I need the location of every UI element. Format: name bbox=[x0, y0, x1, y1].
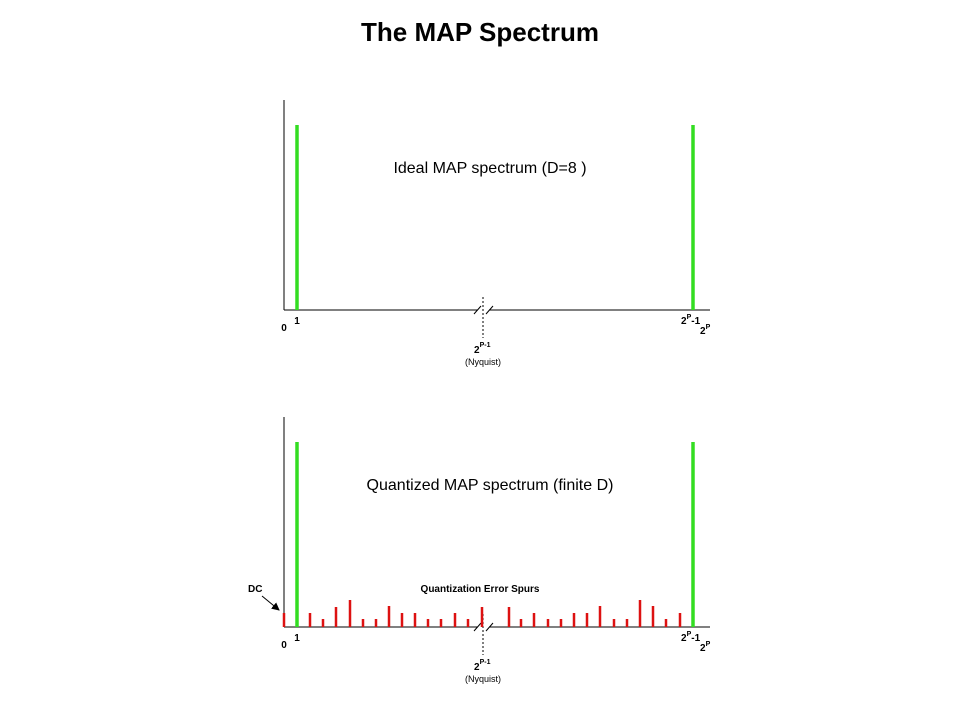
tick-base: 2 bbox=[700, 643, 706, 654]
tick-exp: P bbox=[706, 324, 711, 331]
tick-note: (Nyquist) bbox=[465, 357, 501, 367]
tick-tail: -1 bbox=[691, 633, 700, 644]
dc-label: DC bbox=[248, 584, 262, 595]
tick-label: 2P-1 bbox=[681, 631, 701, 644]
tick-label: 1 bbox=[294, 633, 300, 644]
caption: Quantized MAP spectrum (finite D) bbox=[367, 477, 614, 494]
axis-break bbox=[473, 622, 494, 632]
tick-label: 2P-1 bbox=[474, 342, 491, 356]
tick-exp: P-1 bbox=[480, 659, 491, 666]
tick-base: 2 bbox=[700, 326, 706, 337]
tick-base: 2 bbox=[474, 662, 480, 673]
tick-note: (Nyquist) bbox=[465, 674, 501, 684]
tick-base: 2 bbox=[681, 316, 687, 327]
tick-exp: P bbox=[687, 631, 692, 638]
spur-label: Quantization Error Spurs bbox=[421, 584, 540, 595]
tick-tail: -1 bbox=[691, 316, 700, 327]
tick-label: 2P-1 bbox=[681, 314, 701, 327]
tick-exp: P-1 bbox=[480, 342, 491, 349]
tick-label: 1 bbox=[294, 316, 300, 327]
tick-base: 2 bbox=[681, 633, 687, 644]
tick-label: 2P bbox=[700, 324, 711, 337]
tick-label: 0 bbox=[281, 640, 287, 651]
dc-arrow bbox=[261, 595, 280, 611]
axis-break bbox=[473, 305, 494, 315]
caption: Ideal MAP spectrum (D=8 ) bbox=[393, 160, 586, 177]
tick-label: 2P-1 bbox=[474, 659, 491, 673]
tick-exp: P bbox=[706, 641, 711, 648]
tick-base: 2 bbox=[474, 345, 480, 356]
tick-label: 2P bbox=[700, 641, 711, 654]
slide-title: The MAP Spectrum bbox=[361, 17, 599, 47]
tick-exp: P bbox=[687, 314, 692, 321]
tick-label: 0 bbox=[281, 323, 287, 334]
